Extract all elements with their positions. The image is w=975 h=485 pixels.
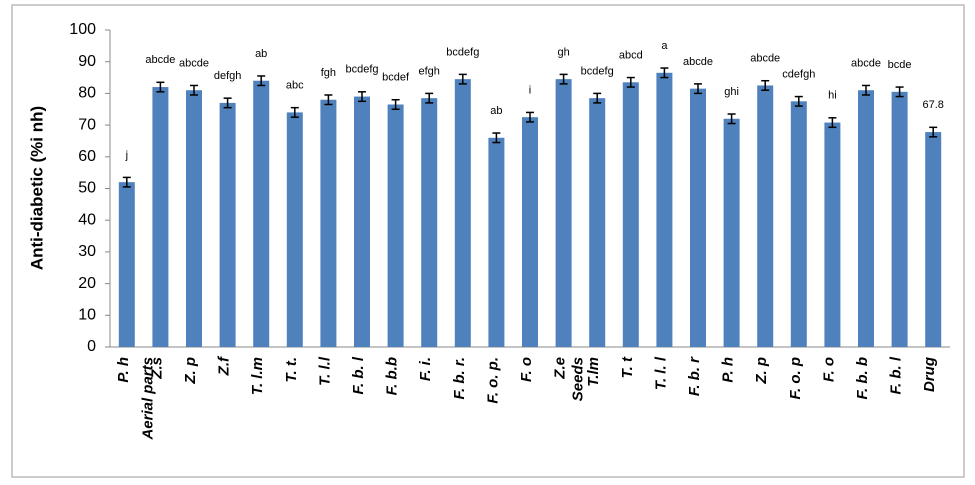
bar <box>118 182 135 347</box>
annotation: efgh <box>418 65 439 77</box>
y-tick-label: 60 <box>78 148 96 165</box>
x-tick-label: F. b. r <box>686 356 703 396</box>
x-tick-label: T.lm <box>585 357 602 387</box>
y-tick-label: 90 <box>78 53 96 70</box>
annotation: ghi <box>724 86 739 98</box>
x-tick-label: F. i. <box>417 357 434 381</box>
bar <box>320 99 337 348</box>
group-label: Seeds <box>570 357 587 401</box>
x-tick-label: Z.e <box>552 357 569 380</box>
bar <box>454 79 471 347</box>
bar <box>522 117 538 347</box>
x-tick-label: P. h <box>720 357 737 383</box>
bar <box>387 104 404 348</box>
x-tick-label: Z.f <box>216 355 233 376</box>
x-tick-label: F. b. l <box>888 356 905 394</box>
bar <box>253 80 270 347</box>
annotation: abcde <box>179 57 209 69</box>
bar <box>824 122 841 348</box>
bar <box>152 87 169 347</box>
x-tick-label: F. o. p <box>787 357 804 400</box>
y-tick-label: 30 <box>78 243 96 260</box>
x-tick-label: F. o. p. <box>484 357 501 404</box>
y-tick-label: 80 <box>78 85 96 102</box>
annotation: defgh <box>214 70 242 82</box>
y-tick-label: 70 <box>78 116 96 133</box>
x-tick-label: Z. p <box>753 357 770 385</box>
annotation: abcde <box>851 57 881 69</box>
annotation: fgh <box>321 67 336 79</box>
x-tick-label: P. h <box>115 357 132 383</box>
annotation: bcdefg <box>581 65 614 77</box>
annotation: abcde <box>145 54 175 66</box>
x-tick-label: Drug <box>921 357 938 392</box>
y-tick-label: 50 <box>78 180 96 197</box>
annotation: bcdef <box>382 72 410 84</box>
annotation: abcde <box>683 56 713 68</box>
bar <box>219 102 236 347</box>
annotation: a <box>661 40 668 52</box>
bar <box>925 132 942 347</box>
bar <box>656 72 673 348</box>
x-tick-label: F. o <box>518 357 535 382</box>
y-tick-label: 0 <box>87 338 96 355</box>
y-tick-label: 100 <box>69 21 96 38</box>
annotation: gh <box>557 46 569 58</box>
x-tick-label: Z.s <box>148 357 165 380</box>
bar <box>186 90 202 347</box>
y-tick-label: 10 <box>78 307 96 324</box>
annotation: abcd <box>619 49 643 61</box>
bar <box>622 82 639 348</box>
x-tick-label: F. o <box>820 357 837 382</box>
bar <box>723 118 740 347</box>
annotation: bcde <box>888 59 912 71</box>
annotation: i <box>529 84 531 96</box>
annotation: ab <box>255 48 267 60</box>
annotation: ab <box>490 105 502 117</box>
annotation: bcdefg <box>446 46 479 58</box>
x-tick-label: Z. p <box>182 357 199 385</box>
x-tick-label: F. b. b <box>854 357 871 400</box>
annotation: j <box>125 149 128 161</box>
bar <box>790 101 807 347</box>
group-label: Aerial parts <box>140 357 157 441</box>
y-tick-label: 40 <box>78 211 96 228</box>
x-tick-label: T. l.l <box>316 356 333 386</box>
annotation: bcdefg <box>345 64 378 76</box>
x-tick-label: T. l.m <box>249 357 266 395</box>
bar <box>858 90 874 347</box>
bar <box>286 112 303 347</box>
bar <box>891 91 908 347</box>
y-axis-label: Anti-diabetic (%i nh) <box>27 106 46 270</box>
annotation: hi <box>828 90 837 102</box>
bar <box>589 98 606 347</box>
y-tick-label: 20 <box>78 275 96 292</box>
x-tick-label: F. b. r. <box>451 357 468 400</box>
x-tick-label: F. b.b <box>384 357 401 395</box>
annotation: 67.8 <box>922 99 943 111</box>
bar <box>757 85 774 347</box>
x-tick-label: T. t <box>619 356 636 378</box>
x-tick-label: F. b. l <box>350 356 367 394</box>
bar <box>354 96 370 347</box>
annotation: abcde <box>750 53 780 65</box>
x-tick-label: T. t. <box>283 357 300 383</box>
bar <box>421 98 438 347</box>
x-tick-label: T. l. l <box>652 356 669 390</box>
annotation: cdefgh <box>782 68 815 80</box>
bar <box>690 88 706 348</box>
bar <box>488 137 505 347</box>
annotation: abc <box>286 80 304 92</box>
bar <box>555 79 572 347</box>
